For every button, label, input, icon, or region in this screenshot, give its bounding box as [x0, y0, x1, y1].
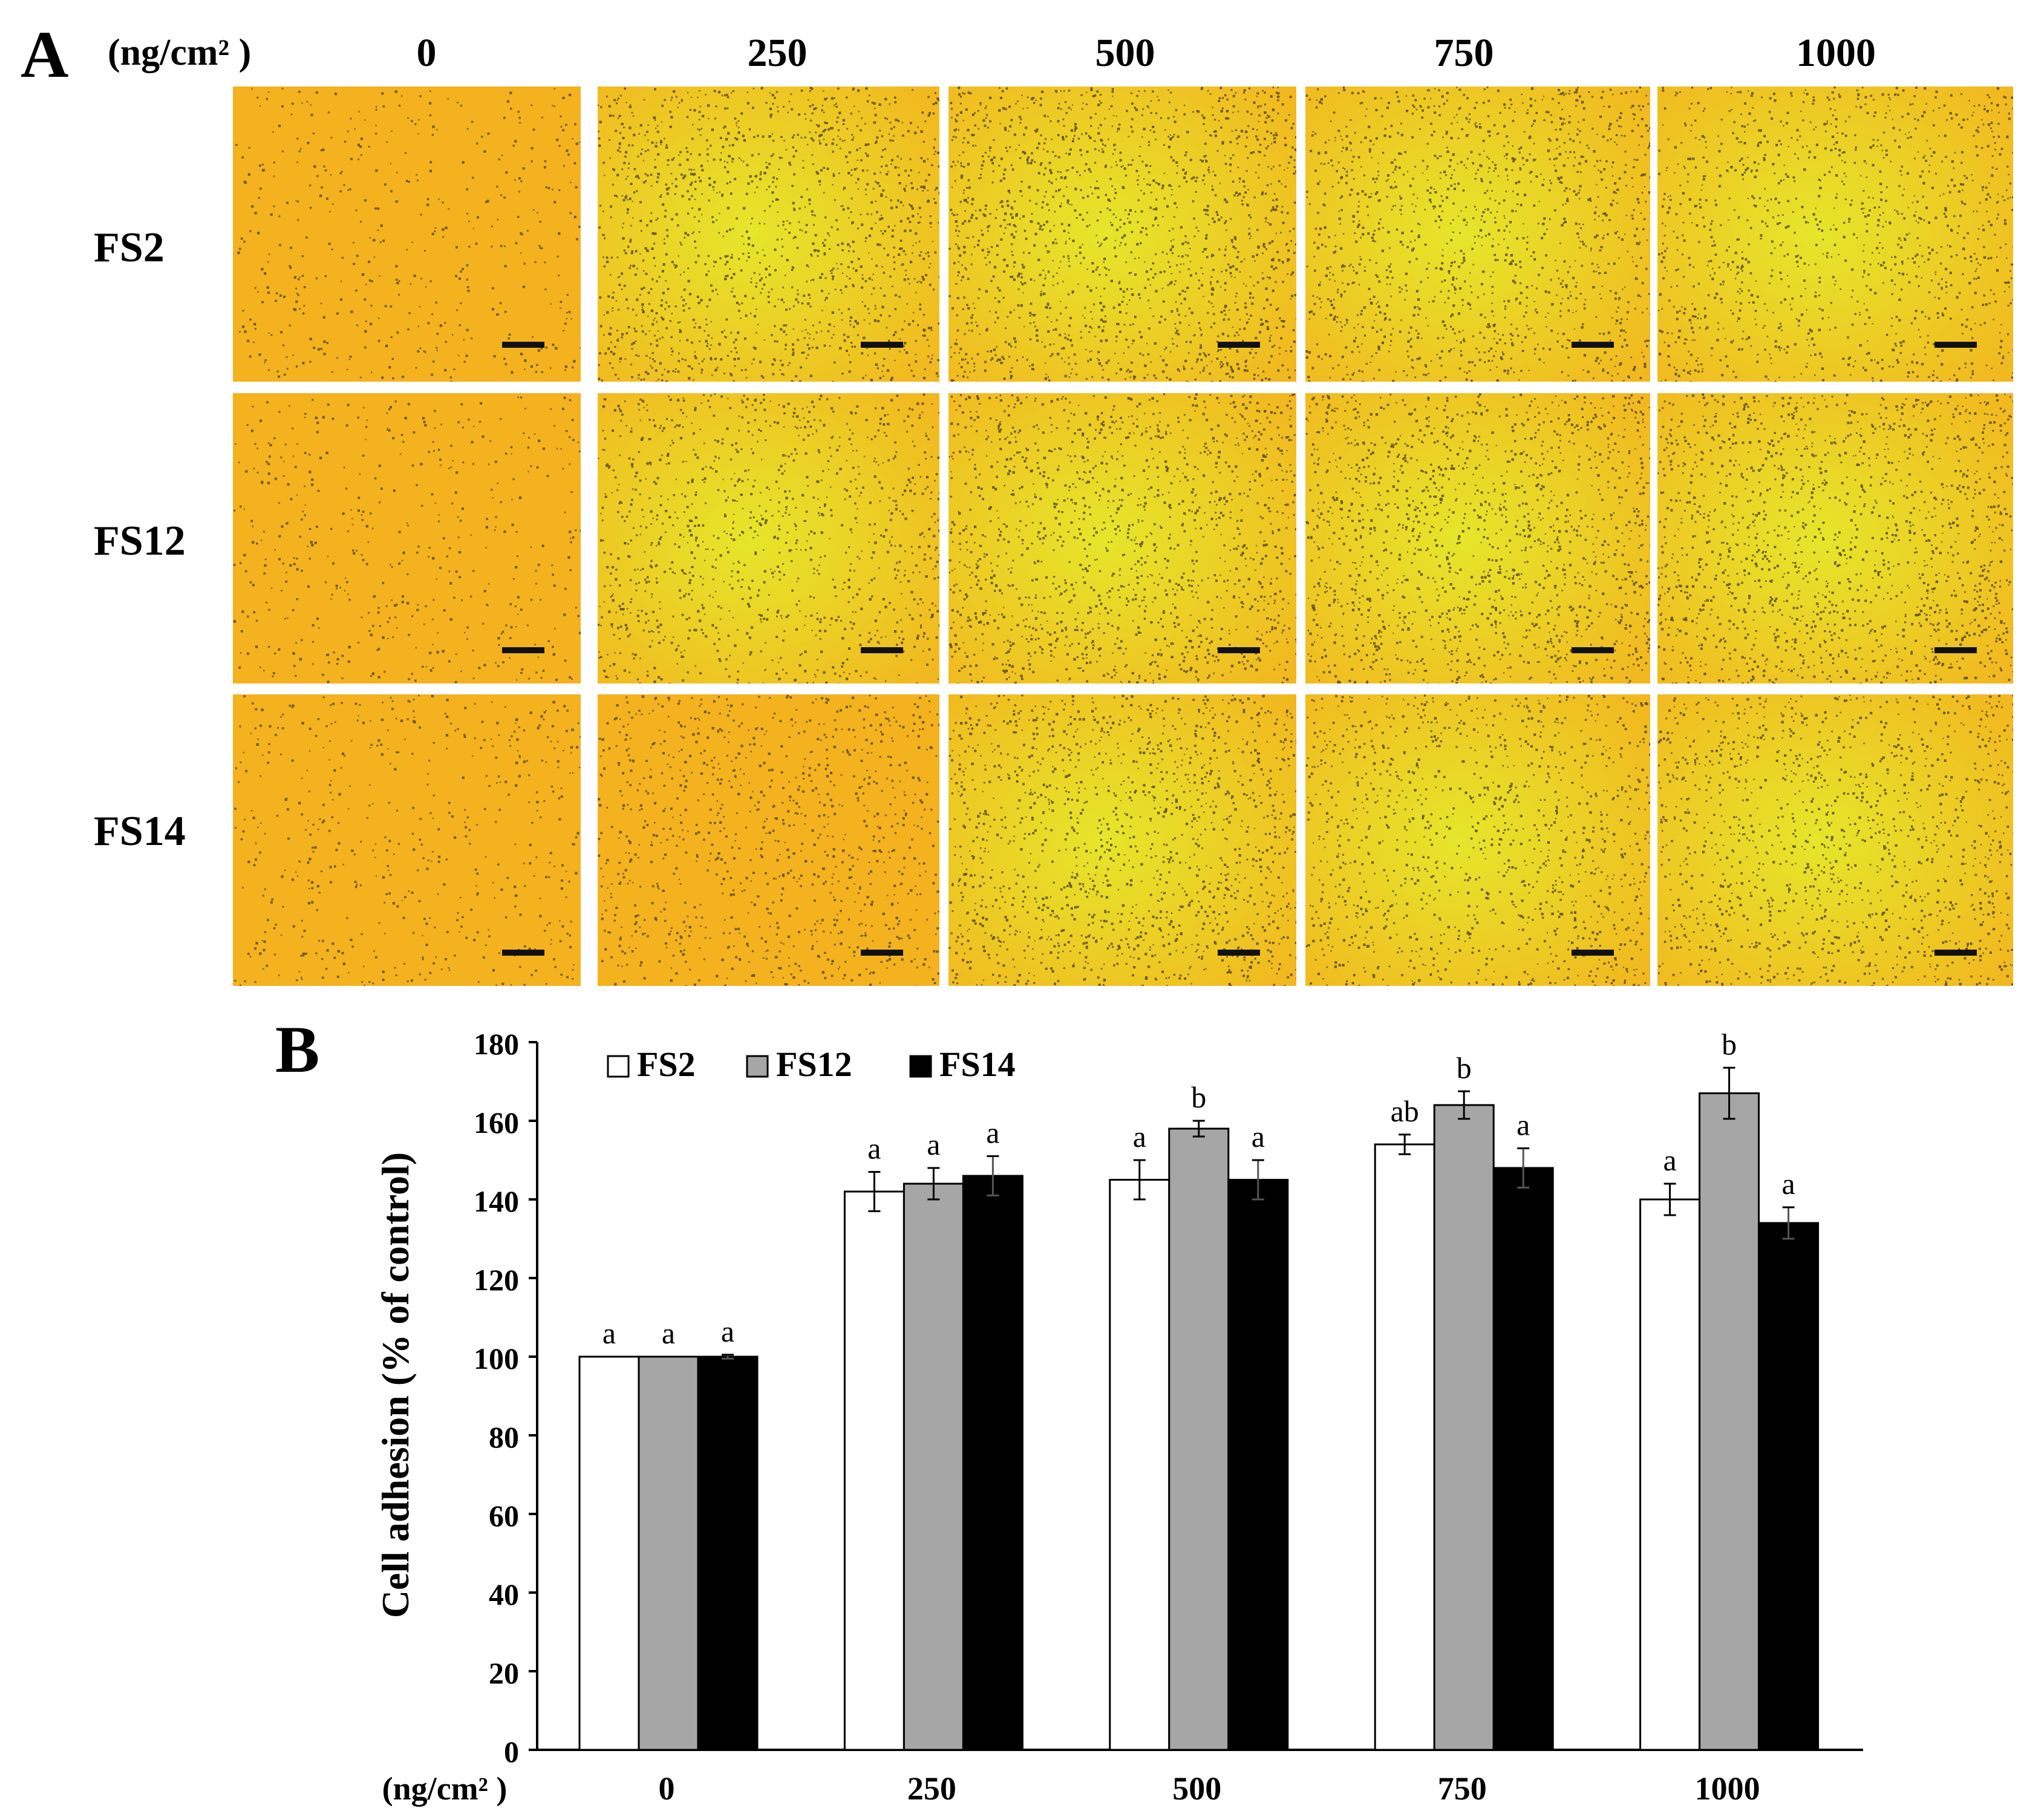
panel-a-letter: A	[21, 18, 69, 91]
bar-fs12-750	[1433, 1104, 1495, 1751]
significance-label: b	[1457, 1051, 1472, 1084]
scale-bar	[1934, 647, 1977, 653]
micrograph-fs2-750	[1305, 86, 1650, 382]
row-label-fs14: FS14	[94, 808, 186, 855]
y-tick-label: 180	[474, 1027, 519, 1061]
scale-bar	[1934, 950, 1977, 956]
legend-swatch-fs2	[607, 1055, 630, 1078]
bar-fs14-500	[1227, 1179, 1289, 1751]
micrograph-fs14-250	[598, 694, 939, 986]
significance-label: a	[1663, 1143, 1676, 1177]
scale-bar	[1218, 342, 1260, 348]
micrograph-fs14-500	[948, 694, 1296, 986]
y-tick-label: 140	[474, 1184, 519, 1218]
bar-fs2-1000	[1639, 1198, 1701, 1751]
panel-b-letter: B	[275, 1013, 320, 1086]
bar-fs2-500	[1109, 1179, 1170, 1751]
micrograph-fs2-250	[598, 86, 939, 382]
column-label-750: 750	[1434, 31, 1494, 75]
y-tick-label: 60	[489, 1499, 519, 1533]
x-axis-unit-label: (ng/cm² )	[382, 1770, 508, 1807]
column-label-250: 250	[747, 31, 808, 75]
bar-fs14-750	[1492, 1167, 1554, 1751]
micrograph-fs12-0	[233, 393, 581, 683]
x-tick-label-250: 250	[907, 1770, 956, 1807]
row-label-fs12: FS12	[94, 518, 186, 564]
scale-bar	[861, 647, 903, 653]
scale-bar	[861, 950, 903, 956]
column-label-1000: 1000	[1796, 31, 1876, 75]
significance-label: a	[662, 1316, 675, 1350]
y-tick-label: 80	[489, 1420, 519, 1454]
significance-label: a	[986, 1116, 999, 1150]
legend-swatch-fs14	[909, 1055, 932, 1078]
y-tick-label: 100	[474, 1342, 519, 1375]
bar-fs2-0	[578, 1355, 640, 1751]
micrograph-fs14-0	[233, 694, 581, 986]
y-tick-label: 40	[489, 1577, 519, 1611]
micrograph-fs2-0	[233, 86, 581, 382]
bar-fs14-0	[697, 1355, 759, 1751]
scale-bar	[502, 647, 544, 653]
x-tick-label-500: 500	[1172, 1770, 1221, 1807]
scale-bar	[502, 342, 544, 348]
y-tick-label: 160	[474, 1106, 519, 1140]
micrograph-fs14-1000	[1657, 694, 2013, 986]
micrograph-fs14-750	[1305, 694, 1650, 986]
scale-bar	[1218, 647, 1260, 653]
bar-fs14-250	[962, 1175, 1023, 1751]
row-label-fs2: FS2	[94, 224, 165, 271]
legend-label-fs14: FS14	[939, 1045, 1016, 1084]
panel-a-unit-label: (ng/cm² )	[108, 32, 252, 73]
significance-label: a	[721, 1314, 734, 1348]
scale-bar	[861, 342, 903, 348]
scale-bar	[1572, 342, 1614, 348]
x-tick-label-750: 750	[1438, 1770, 1487, 1807]
significance-label: b	[1191, 1080, 1206, 1114]
micrograph-fs12-750	[1305, 393, 1650, 683]
micrograph-fs12-250	[598, 393, 939, 683]
scale-bar	[1934, 342, 1977, 348]
micrograph-fs2-500	[948, 86, 1296, 382]
scale-bar	[1218, 950, 1260, 956]
column-label-0: 0	[416, 31, 437, 75]
x-tick-label-0: 0	[659, 1770, 675, 1807]
bar-fs12-500	[1168, 1127, 1230, 1751]
significance-label: a	[1516, 1108, 1530, 1142]
legend-swatch-fs12	[746, 1055, 769, 1078]
bar-fs2-250	[843, 1190, 905, 1751]
y-tick-label: 120	[474, 1263, 519, 1297]
significance-label: b	[1722, 1027, 1737, 1061]
column-label-500: 500	[1095, 31, 1155, 75]
bar-fs2-750	[1374, 1143, 1435, 1751]
significance-label: a	[1252, 1120, 1265, 1153]
bar-fs12-1000	[1699, 1092, 1760, 1751]
scale-bar	[502, 950, 544, 956]
y-tick-label: 0	[504, 1735, 519, 1769]
significance-label: a	[1781, 1167, 1795, 1201]
legend-label-fs2: FS2	[637, 1045, 696, 1084]
legend-label-fs12: FS12	[776, 1045, 852, 1084]
x-tick-label-1000: 1000	[1695, 1770, 1760, 1807]
micrograph-fs12-500	[948, 393, 1296, 683]
micrograph-fs2-1000	[1657, 86, 2013, 382]
bar-fs12-0	[638, 1355, 699, 1751]
significance-label: a	[927, 1127, 940, 1161]
scale-bar	[1572, 950, 1614, 956]
significance-label: a	[867, 1132, 881, 1166]
bar-fs12-250	[903, 1182, 964, 1751]
bar-fs14-1000	[1758, 1222, 1820, 1751]
y-tick-label: 20	[489, 1656, 519, 1690]
micrograph-fs12-1000	[1657, 393, 2013, 683]
significance-label: ab	[1391, 1094, 1419, 1128]
significance-label: a	[1133, 1120, 1146, 1153]
scale-bar	[1572, 647, 1614, 653]
y-axis-label: Cell adhesion (% of control)	[374, 1152, 417, 1618]
significance-label: a	[602, 1316, 616, 1350]
